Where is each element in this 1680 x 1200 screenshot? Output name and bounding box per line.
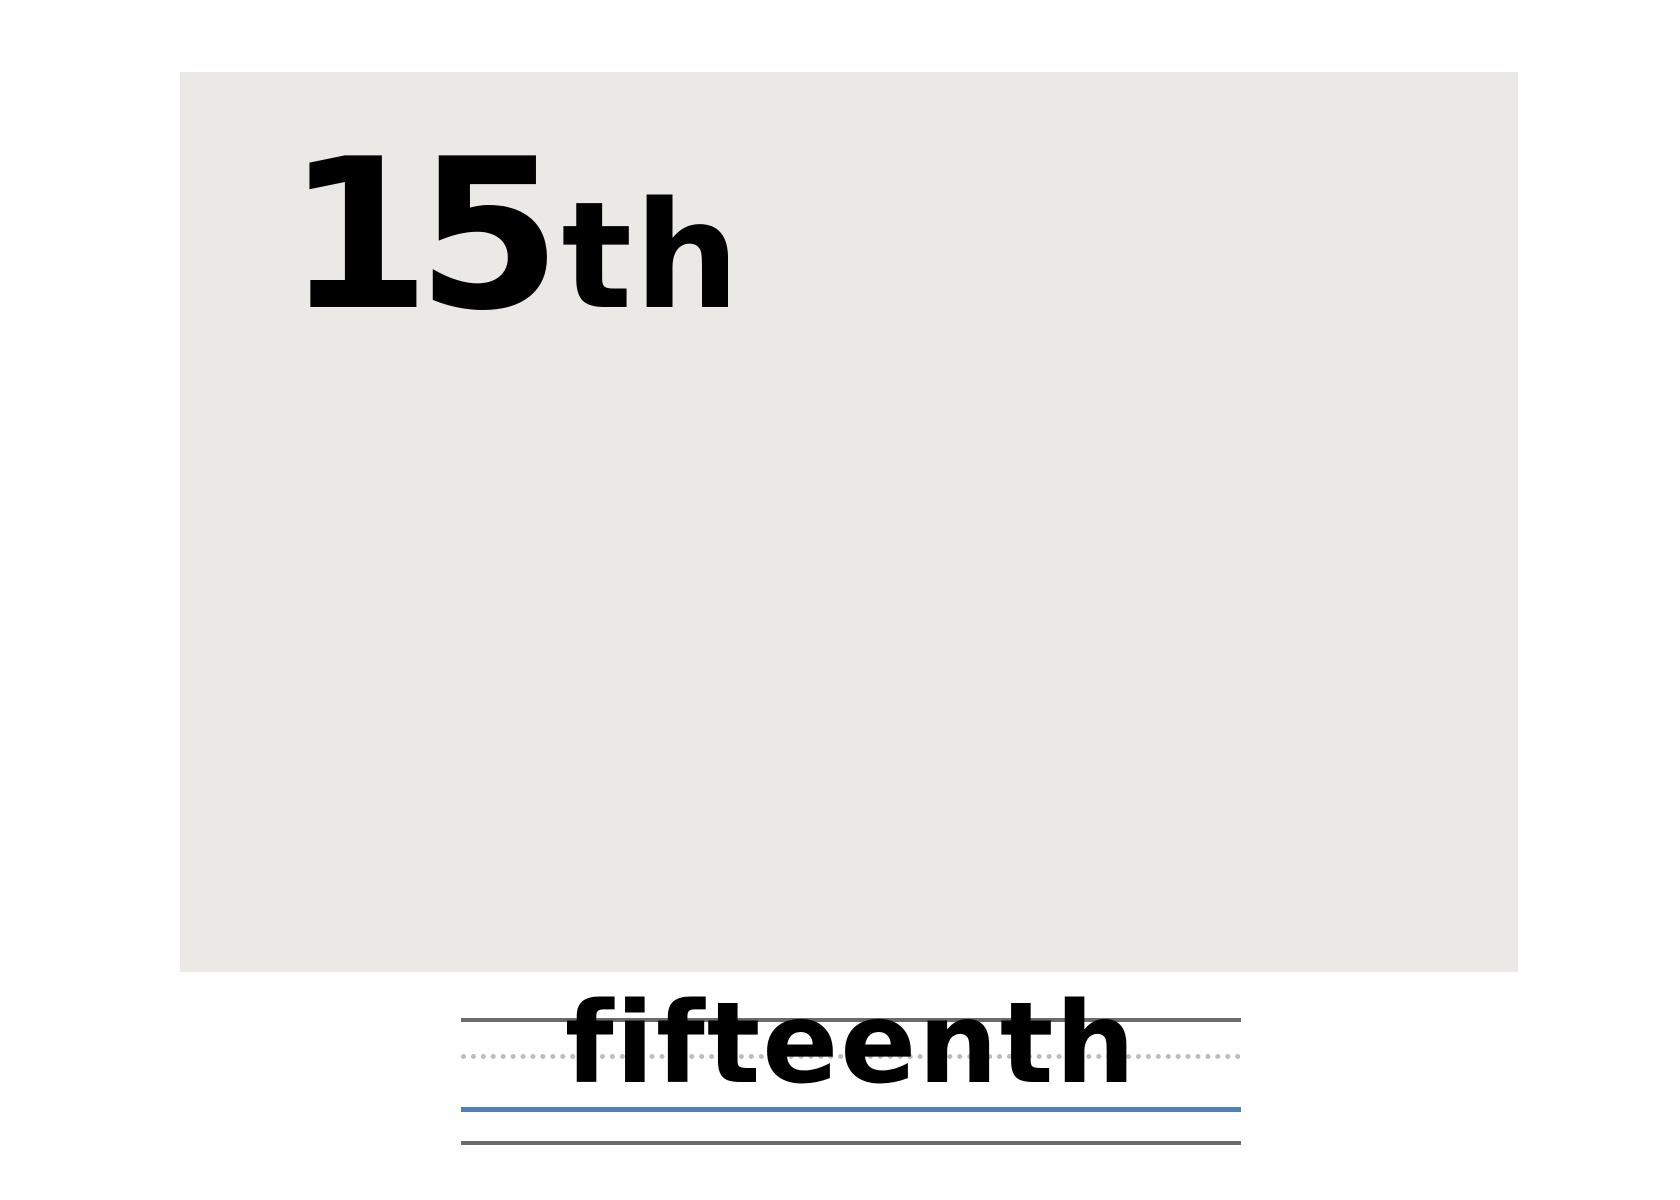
ordinal-number: 15: [286, 115, 561, 357]
ordinal-label: 15th: [286, 132, 742, 340]
bottom-guide-line: [461, 1141, 1241, 1145]
baseline: [461, 1107, 1241, 1112]
dotted-midline: [461, 1054, 1241, 1059]
ordinal-suffix: th: [561, 170, 742, 342]
top-guide-line: [461, 1018, 1241, 1022]
ordinal-word: fifteenth: [564, 979, 1138, 1109]
ordinal-card: 15th: [180, 72, 1518, 972]
handwriting-guide: fifteenth: [461, 988, 1241, 1148]
